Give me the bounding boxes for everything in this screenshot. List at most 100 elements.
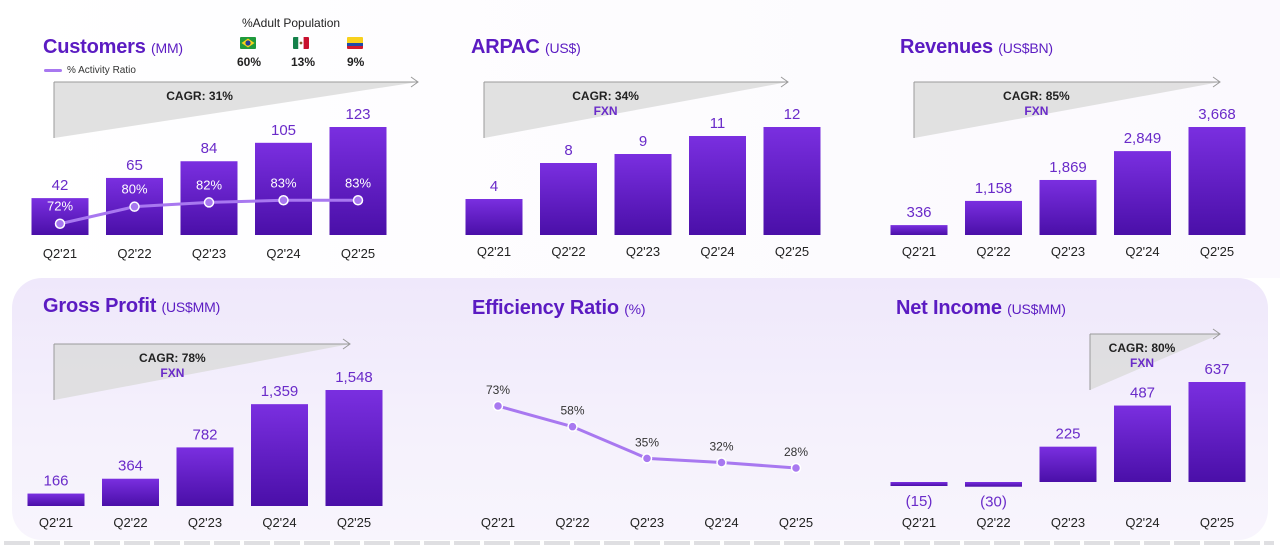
customers-title: Customers (MM) bbox=[43, 36, 183, 59]
x-tick-label: Q2'21 bbox=[481, 515, 515, 530]
gross-profit-chart: CAGR: 78%FXN 166 Q2'21 364 Q2'22 782 Q2'23 1,35… bbox=[27, 338, 383, 530]
x-tick-label: Q2'25 bbox=[1200, 244, 1234, 259]
efficiency-ratio-point bbox=[492, 400, 504, 412]
gross-profit-panel: Gross Profit (US$MM) CAGR: 78% FXN 166 Q2'2… bbox=[0, 278, 430, 548]
bar-value-label: 336 bbox=[906, 204, 931, 221]
x-tick-label: Q2'21 bbox=[902, 515, 936, 530]
activity-ratio-legend-label: % Activity Ratio bbox=[67, 65, 136, 76]
activity-ratio-label: 82% bbox=[196, 177, 222, 192]
bar bbox=[255, 142, 312, 235]
efficiency-ratio-label: 32% bbox=[709, 439, 733, 453]
activity-ratio-point bbox=[278, 195, 289, 206]
cagr-fxn-label: FXN bbox=[160, 366, 184, 380]
bar-value-label: 1,158 bbox=[975, 180, 1013, 197]
revenues-title-unit: (US$BN) bbox=[998, 40, 1053, 56]
bar-value-label: 12 bbox=[784, 106, 801, 123]
activity-ratio-label: 80% bbox=[121, 182, 147, 197]
efficiency-ratio-title-unit: (%) bbox=[624, 301, 646, 317]
efficiency-ratio-label: 28% bbox=[784, 445, 808, 459]
net-income-chart: CAGR: 80%FXN (15) Q2'21 (30) Q2'22 225 Q2'23 48… bbox=[890, 328, 1246, 530]
cagr-label: CAGR: 78% bbox=[139, 351, 206, 365]
bar-value-label: 487 bbox=[1130, 385, 1155, 402]
cagr-arrow-head bbox=[1212, 328, 1221, 340]
bar bbox=[325, 390, 383, 506]
colombia-adult-pct: 9% bbox=[347, 55, 365, 69]
efficiency-ratio-title-text: Efficiency Ratio bbox=[472, 297, 619, 319]
bar bbox=[465, 199, 523, 235]
activity-ratio-point bbox=[54, 218, 66, 229]
net-income-title-unit: (US$MM) bbox=[1007, 301, 1066, 317]
bar bbox=[1114, 151, 1171, 235]
x-tick-label: Q2'24 bbox=[262, 515, 296, 530]
efficiency-ratio-panel: Efficiency Ratio (%) 73% Q2'21 58% Q2'22 35%… bbox=[430, 278, 860, 548]
bar bbox=[763, 127, 821, 235]
revenues-title-text: Revenues bbox=[900, 36, 993, 58]
x-tick-label: Q2'24 bbox=[704, 515, 738, 530]
activity-ratio-point bbox=[203, 197, 215, 208]
efficiency-ratio-point bbox=[790, 462, 802, 474]
bar bbox=[176, 447, 234, 506]
x-tick-label: Q2'22 bbox=[976, 515, 1010, 530]
bar bbox=[102, 478, 159, 506]
activity-ratio-point bbox=[352, 195, 364, 206]
bar-value-label: 1,548 bbox=[335, 369, 373, 386]
bar-value-label: 9 bbox=[639, 133, 647, 150]
cagr-arrow-fill bbox=[914, 82, 1220, 138]
cagr-label: CAGR: 80% bbox=[1109, 341, 1176, 355]
x-tick-label: Q2'25 bbox=[1200, 515, 1234, 530]
brazil-flag-icon bbox=[240, 37, 256, 49]
x-tick-label: Q2'21 bbox=[39, 515, 73, 530]
activity-ratio-point bbox=[129, 201, 140, 212]
bar-value-label: 637 bbox=[1204, 361, 1229, 378]
customers-title-text: Customers bbox=[43, 36, 146, 58]
brazil-adult-pct: 60% bbox=[237, 55, 262, 69]
x-tick-label: Q2'22 bbox=[976, 244, 1010, 259]
bar-value-label: 8 bbox=[564, 142, 572, 159]
efficiency-ratio-chart: 73% Q2'21 58% Q2'22 35% Q2'23 32% Q2'24 28% Q2'25 bbox=[481, 383, 813, 530]
efficiency-ratio-label: 73% bbox=[486, 383, 510, 397]
bar-value-label: 2,849 bbox=[1124, 130, 1162, 147]
bar bbox=[965, 482, 1022, 487]
revenues-chart: CAGR: 85%FXN 336 Q2'21 1,158 Q2'22 1,869 Q2'23… bbox=[890, 76, 1246, 259]
arpac-title: ARPAC (US$) bbox=[471, 36, 581, 59]
efficiency-ratio-label: 35% bbox=[635, 435, 659, 449]
x-tick-label: Q2'24 bbox=[266, 246, 300, 261]
bar-value-label: 11 bbox=[710, 115, 726, 132]
activity-ratio-label: 72% bbox=[47, 199, 73, 214]
cagr-arrow-head bbox=[342, 338, 351, 350]
arpac-title-unit: (US$) bbox=[545, 40, 581, 56]
x-tick-label: Q2'22 bbox=[551, 244, 585, 259]
bar bbox=[890, 482, 948, 486]
cagr-arrow-head bbox=[410, 76, 419, 88]
x-tick-label: Q2'23 bbox=[192, 246, 226, 261]
bar bbox=[689, 136, 746, 235]
footnote-text bbox=[4, 541, 1274, 545]
bar bbox=[251, 404, 308, 506]
bar-value-label: 105 bbox=[271, 122, 296, 139]
x-tick-label: Q2'22 bbox=[117, 246, 151, 261]
arpac-panel: ARPAC (US$) CAGR: 34% FXN 4 Q2'21 8 Q2'22 9 Q2'… bbox=[430, 0, 860, 278]
bar bbox=[965, 200, 1022, 235]
x-tick-label: Q2'25 bbox=[341, 246, 375, 261]
bar-value-label: 1,359 bbox=[261, 383, 299, 400]
x-tick-label: Q2'23 bbox=[1051, 515, 1085, 530]
mexico-adult-pct: 13% bbox=[291, 55, 316, 69]
efficiency-ratio-label: 58% bbox=[560, 404, 584, 418]
net-income-title: Net Income (US$MM) bbox=[896, 297, 1066, 320]
efficiency-ratio-point bbox=[641, 453, 653, 464]
bar bbox=[1039, 446, 1097, 482]
customers-title-unit: (MM) bbox=[151, 40, 183, 56]
x-tick-label: Q2'23 bbox=[626, 244, 660, 259]
bar-value-label: (30) bbox=[980, 494, 1007, 511]
bar-value-label: 364 bbox=[118, 458, 143, 475]
bar-value-label: 123 bbox=[345, 106, 370, 123]
cagr-fxn-label: FXN bbox=[1024, 104, 1048, 118]
cagr-fxn-label: FXN bbox=[1130, 356, 1154, 370]
bar bbox=[890, 225, 948, 235]
cagr-label: CAGR: 31% bbox=[166, 89, 233, 103]
arpac-chart: CAGR: 34%FXN 4 Q2'21 8 Q2'22 9 Q2'23 11 Q2'24 12 Q… bbox=[465, 76, 821, 259]
bar-value-label: (15) bbox=[906, 493, 933, 510]
bar bbox=[540, 163, 597, 235]
activity-ratio-label: 83% bbox=[270, 175, 296, 190]
efficiency-ratio-point bbox=[716, 457, 727, 468]
